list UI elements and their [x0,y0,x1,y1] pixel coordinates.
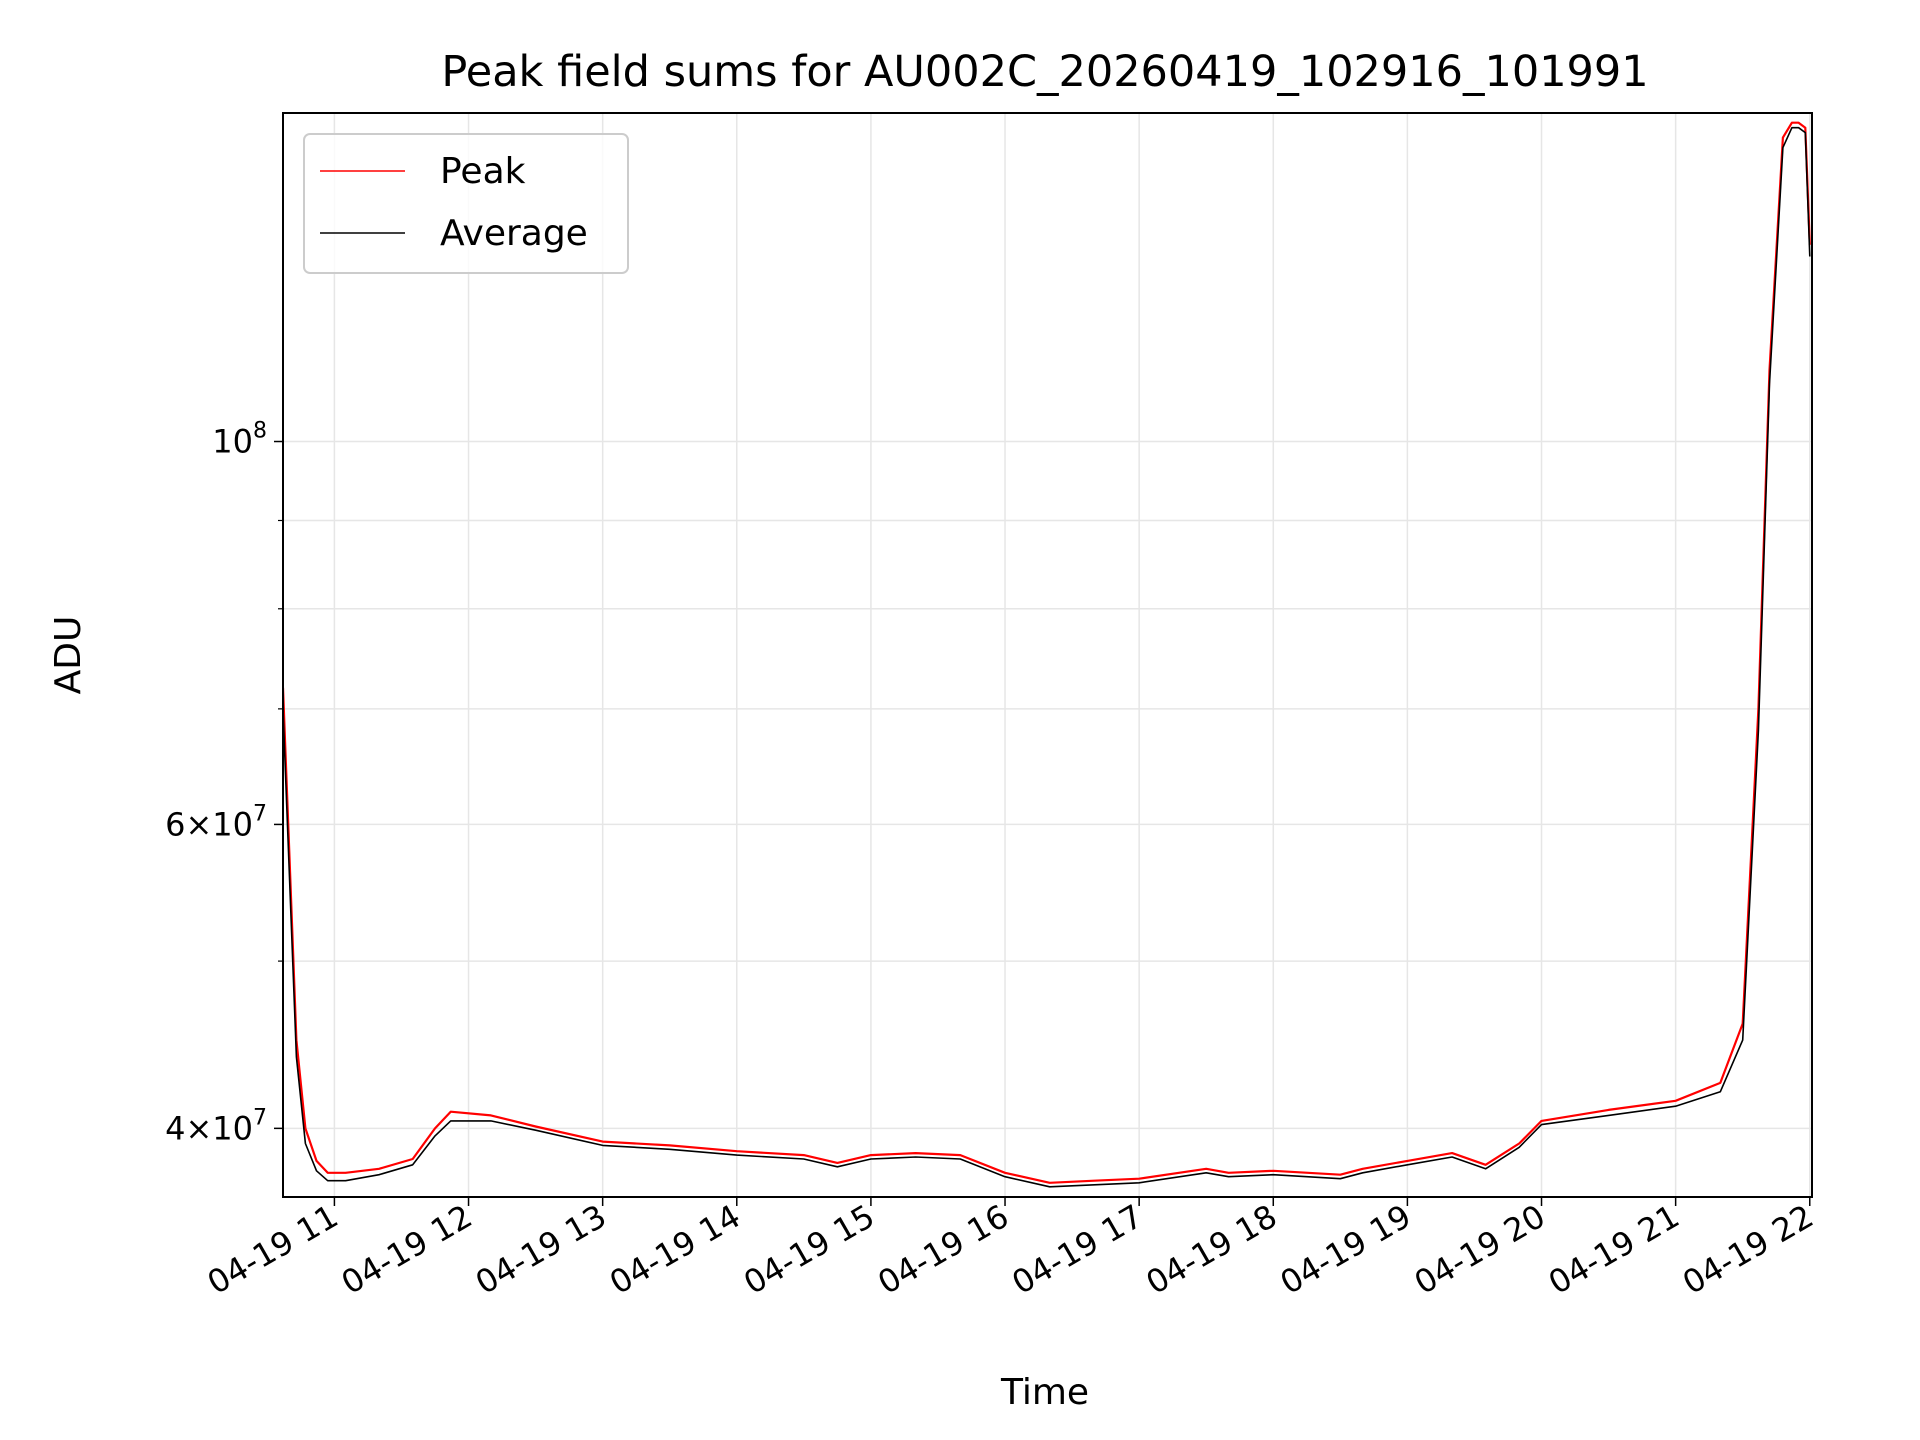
legend: Peak Average [303,133,629,274]
y-tick-label: 6×107 [165,801,267,843]
legend-label-average: Average [440,213,588,254]
grid [283,113,1812,1197]
plot-area [283,121,1811,1188]
y-tick-label: 4×107 [165,1105,267,1147]
legend-label-peak: Peak [440,151,526,192]
axes-frame [282,112,1813,1198]
series-line-average [283,126,1811,1188]
y-axis-label: ADU [48,616,89,695]
y-axis: 4×107 6×107 108 [165,419,283,1147]
y-tick-label: 108 [212,419,267,461]
x-axis-label: Time [1000,1372,1089,1413]
legend-box [303,133,629,274]
series-line-peak [283,121,1811,1184]
chart-title: Peak field sums for AU002C_20260419_1029… [441,47,1648,97]
